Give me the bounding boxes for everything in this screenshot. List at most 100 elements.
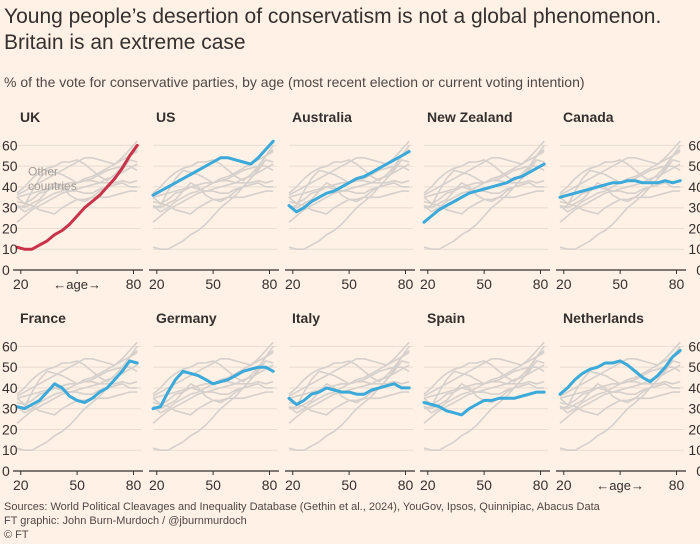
comparison-line-uk-spain — [16, 190, 138, 215]
y-tick-label-left-uk-60: 60 — [2, 137, 18, 153]
x-tick-label-uk-20: 20 — [13, 276, 29, 292]
series-line-australia — [287, 150, 411, 214]
x-tick-label-italy-50: 50 — [341, 477, 357, 493]
comparison-line-new-zealand-netherlands — [423, 148, 545, 194]
y-tick-label-left-uk-30: 30 — [2, 200, 18, 216]
y-tick-label-left-uk-0: 0 — [2, 262, 10, 278]
panel-title-canada: Canada — [563, 109, 614, 125]
x-tick-label-italy-20: 20 — [285, 477, 301, 493]
x-tick-label-new-zealand-20: 20 — [420, 276, 436, 292]
series-line-uk — [15, 143, 139, 251]
x-tick-label-new-zealand-50: 50 — [476, 276, 492, 292]
y-tick-label-right-netherlands-50: 50 — [688, 359, 700, 375]
y-tick-label-left-uk-50: 50 — [2, 158, 18, 174]
sources-note: Sources: World Political Cleavages and I… — [4, 501, 600, 513]
panel-title-netherlands: Netherlands — [563, 310, 644, 326]
series-line-italy — [287, 382, 411, 406]
y-tick-label-left-uk-20: 20 — [2, 220, 18, 236]
x-tick-label-france-20: 20 — [13, 477, 29, 493]
x-tick-label-netherlands-80: 80 — [669, 477, 685, 493]
y-tick-label-left-france-60: 60 — [2, 338, 18, 354]
comparison-line-italy-germany — [288, 366, 410, 410]
y-tick-label-right-canada-40: 40 — [688, 179, 700, 195]
y-tick-label-left-uk-40: 40 — [2, 179, 18, 195]
y-tick-label-right-canada-20: 20 — [688, 220, 700, 236]
x-tick-label-us-80: 80 — [262, 276, 278, 292]
comparison-line-spain-netherlands — [423, 349, 545, 395]
y-tick-label-right-canada-0: 0 — [696, 262, 700, 278]
panel-title-new-zealand: New Zealand — [427, 109, 513, 125]
age-axis-annotation-netherlands: ←age→ — [596, 478, 644, 493]
comparison-line-france-netherlands — [16, 349, 138, 395]
y-tick-label-right-canada-60: 60 — [688, 137, 700, 153]
x-tick-label-canada-50: 50 — [612, 276, 628, 292]
y-tick-label-right-netherlands-10: 10 — [688, 442, 700, 458]
comparison-line-canada-italy — [559, 182, 681, 205]
comparison-line-canada-netherlands — [559, 148, 681, 194]
comparison-line-new-zealand-italy — [423, 182, 545, 205]
x-tick-label-germany-20: 20 — [149, 477, 165, 493]
y-tick-label-left-france-30: 30 — [2, 401, 18, 417]
x-tick-label-canada-80: 80 — [669, 276, 685, 292]
x-tick-label-us-20: 20 — [149, 276, 165, 292]
comparison-line-uk-germany — [16, 165, 138, 209]
comparison-line-australia-netherlands — [288, 148, 410, 194]
x-tick-label-france-80: 80 — [126, 477, 142, 493]
chart-title: Young people’s desertion of conservatism… — [4, 4, 696, 56]
comparison-line-uk-italy — [16, 182, 138, 205]
panel-title-uk: UK — [20, 109, 40, 125]
x-tick-label-spain-80: 80 — [533, 477, 549, 493]
y-tick-label-left-france-50: 50 — [2, 359, 18, 375]
panel-title-spain: Spain — [427, 310, 465, 326]
y-tick-label-right-netherlands-40: 40 — [688, 380, 700, 396]
series-line-canada — [558, 179, 682, 199]
age-axis-annotation-uk: ←age→ — [53, 277, 101, 292]
panel-title-france: France — [20, 310, 66, 326]
series-line-spain — [422, 390, 546, 417]
y-tick-label-left-france-20: 20 — [2, 421, 18, 437]
comparison-line-italy-spain — [288, 391, 410, 416]
y-tick-label-right-netherlands-30: 30 — [688, 401, 700, 417]
comparison-line-spain-germany — [423, 366, 545, 410]
comparison-line-australia-spain — [288, 190, 410, 215]
series-line-new-zealand — [422, 162, 546, 224]
x-tick-label-canada-20: 20 — [556, 276, 572, 292]
x-tick-label-spain-20: 20 — [420, 477, 436, 493]
x-tick-label-spain-50: 50 — [476, 477, 492, 493]
comparison-line-france-italy — [16, 383, 138, 406]
x-tick-label-germany-80: 80 — [262, 477, 278, 493]
comparison-line-netherlands-spain — [559, 391, 681, 416]
y-tick-label-right-netherlands-20: 20 — [688, 421, 700, 437]
comparison-line-france-germany — [16, 366, 138, 410]
x-tick-label-italy-80: 80 — [398, 477, 414, 493]
y-tick-label-left-france-0: 0 — [2, 463, 10, 479]
comparison-line-italy-netherlands — [288, 349, 410, 395]
graphic-credit: FT graphic: John Burn-Murdoch / @jburnmu… — [4, 515, 247, 527]
x-tick-label-australia-80: 80 — [398, 276, 414, 292]
comparison-line-us-italy — [152, 182, 274, 205]
series-line-netherlands — [558, 349, 682, 396]
x-tick-label-netherlands-20: 20 — [556, 477, 572, 493]
comparison-line-germany-spain — [152, 391, 274, 416]
comparison-line-netherlands-germany — [559, 366, 681, 410]
y-tick-label-right-canada-50: 50 — [688, 158, 700, 174]
series-line-france — [15, 359, 139, 411]
title-line-1: Young people’s desertion of conservatism… — [4, 5, 662, 28]
y-tick-label-left-france-40: 40 — [2, 380, 18, 396]
x-tick-label-germany-50: 50 — [205, 477, 221, 493]
series-line-us — [151, 139, 275, 197]
comparison-line-netherlands-italy — [559, 383, 681, 406]
y-tick-label-right-netherlands-0: 0 — [696, 463, 700, 479]
comparison-line-germany-italy — [152, 383, 274, 406]
x-tick-label-uk-80: 80 — [126, 276, 142, 292]
panel-title-australia: Australia — [292, 109, 352, 125]
y-tick-label-right-canada-30: 30 — [688, 200, 700, 216]
panel-title-germany: Germany — [156, 310, 217, 326]
y-tick-label-left-france-10: 10 — [2, 442, 18, 458]
comparison-line-new-zealand-germany — [423, 165, 545, 209]
x-tick-label-australia-20: 20 — [285, 276, 301, 292]
panel-title-us: US — [156, 109, 175, 125]
panel-title-italy: Italy — [292, 310, 320, 326]
comparison-line-us-spain — [152, 190, 274, 215]
